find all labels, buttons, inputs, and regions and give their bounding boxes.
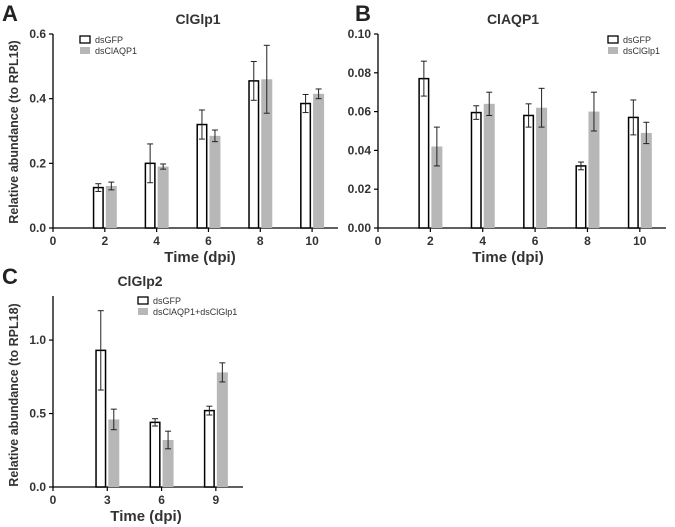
x-tick-label: 0 bbox=[50, 234, 57, 248]
x-tick-label: 4 bbox=[153, 234, 160, 248]
bar-dsgfp-8 bbox=[248, 80, 260, 229]
panel-a-xlabel: Time (dpi) bbox=[164, 249, 235, 266]
legend-swatch bbox=[607, 35, 619, 44]
legend-swatch bbox=[137, 296, 149, 305]
y-tick-label: 1.0 bbox=[29, 333, 46, 347]
x-tick-label: 8 bbox=[584, 234, 591, 248]
bar-dsclglp1-4 bbox=[483, 103, 495, 228]
panel-c-letter: C bbox=[2, 264, 18, 289]
x-tick-label: 8 bbox=[257, 234, 264, 248]
panel-c-ylabel: Relative abundance (to RPL18) bbox=[7, 303, 21, 486]
bar-dsgfp-6 bbox=[149, 421, 161, 488]
panel-b-title: ClAQP1 bbox=[487, 11, 539, 27]
x-tick-label: 2 bbox=[427, 234, 434, 248]
panel-a-ylabel: Relative abundance (to RPL18) bbox=[7, 40, 21, 223]
legend-label: dsClAQP1 bbox=[95, 46, 137, 56]
legend-label: dsClAQP1+dsClGlp1 bbox=[153, 307, 237, 317]
bar-dsclglp1-2 bbox=[431, 146, 443, 228]
bar-dsgfp-10 bbox=[300, 102, 312, 229]
bar-dsclglp1-6 bbox=[536, 107, 548, 228]
bar-dsclaqp1-4 bbox=[157, 166, 169, 228]
y-tick-label: 0.00 bbox=[348, 221, 372, 235]
legend-swatch bbox=[80, 47, 90, 54]
x-tick-label: 3 bbox=[104, 493, 111, 507]
y-tick-label: 0.6 bbox=[29, 27, 46, 41]
x-tick-label: 6 bbox=[532, 234, 539, 248]
x-tick-label: 2 bbox=[101, 234, 108, 248]
panel-c-title: ClGlp2 bbox=[117, 273, 162, 289]
legend-swatch bbox=[608, 47, 618, 54]
bar-dsclaqp1-dsclglp1-6 bbox=[162, 439, 174, 487]
panel-b-chart: 0.00 0.02 0.04 0.06 0.08 0.10 0 2 4 6 8 10 dsGFPdsCl… bbox=[348, 27, 666, 248]
x-tick-label: 10 bbox=[633, 234, 647, 248]
y-tick-label: 0.5 bbox=[29, 407, 46, 421]
y-tick-label: 0.0 bbox=[29, 221, 46, 235]
panel-a-title: ClGlp1 bbox=[175, 11, 220, 27]
y-tick-label: 0.08 bbox=[348, 66, 372, 80]
y-tick-label: 0.4 bbox=[29, 92, 46, 106]
bar-dsclaqp1-8 bbox=[261, 79, 273, 229]
bar-dsclaqp1-10 bbox=[313, 93, 325, 228]
x-tick-label: 10 bbox=[305, 234, 319, 248]
panel-c-xlabel: Time (dpi) bbox=[110, 508, 181, 525]
legend-label: dsClGlp1 bbox=[623, 46, 660, 56]
bar-dsgfp-4 bbox=[470, 111, 482, 229]
bar-dsgfp-8 bbox=[575, 165, 587, 229]
legend-label: dsGFP bbox=[153, 296, 181, 306]
panel-a-letter: A bbox=[2, 1, 18, 26]
y-tick-label: 0.02 bbox=[348, 182, 372, 196]
x-tick-label: 4 bbox=[479, 234, 486, 248]
bar-dsclglp1-10 bbox=[640, 132, 652, 228]
bar-dsgfp-6 bbox=[196, 123, 208, 229]
bar-dsgfp-2 bbox=[418, 77, 430, 229]
legend-label: dsGFP bbox=[95, 35, 123, 45]
bar-dsclglp1-8 bbox=[588, 111, 600, 228]
legend-label: dsGFP bbox=[623, 35, 651, 45]
legend-swatch bbox=[79, 35, 91, 44]
bar-dsclaqp1-dsclglp1-3 bbox=[108, 419, 120, 487]
x-tick-label: 6 bbox=[205, 234, 212, 248]
x-tick-label: 0 bbox=[375, 234, 382, 248]
panel-b-xlabel: Time (dpi) bbox=[472, 249, 543, 266]
bar-dsgfp-2 bbox=[92, 186, 104, 229]
bar-dsgfp-6 bbox=[523, 114, 535, 229]
x-tick-label: 0 bbox=[50, 493, 57, 507]
y-tick-label: 0.06 bbox=[348, 105, 372, 119]
y-tick-label: 0.0 bbox=[29, 480, 46, 494]
x-tick-label: 6 bbox=[158, 493, 165, 507]
bar-dsclaqp1-6 bbox=[209, 135, 221, 228]
x-tick-label: 9 bbox=[213, 493, 220, 507]
legend-swatch bbox=[138, 308, 148, 315]
bar-dsclaqp1-2 bbox=[105, 185, 117, 228]
panel-b-letter: B bbox=[355, 1, 371, 26]
bar-dsgfp-9 bbox=[203, 409, 215, 488]
y-tick-label: 0.04 bbox=[348, 143, 372, 157]
y-tick-label: 0.10 bbox=[348, 27, 372, 41]
y-tick-label: 0.2 bbox=[29, 156, 46, 170]
bar-dsclaqp1-dsclglp1-9 bbox=[216, 372, 228, 487]
